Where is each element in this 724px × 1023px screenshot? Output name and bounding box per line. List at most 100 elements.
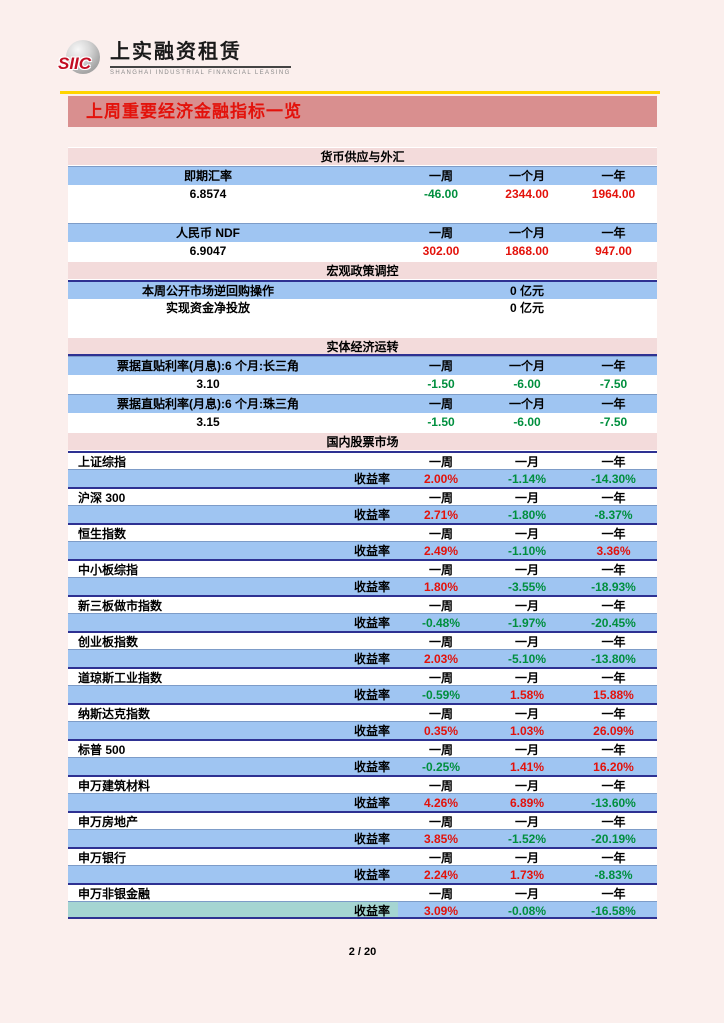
- change-value: 4.26%: [423, 796, 459, 810]
- change-value: 2.00%: [423, 472, 459, 486]
- period-column-header: 一月: [514, 527, 539, 541]
- change-value: 3.85%: [423, 832, 459, 846]
- change-value: -13.60%: [591, 796, 636, 810]
- spacer: [68, 318, 657, 337]
- period-column-header: 一月: [514, 707, 539, 721]
- policy-value: 0 亿元: [509, 301, 544, 315]
- stock-index-name: 新三板做市指数: [78, 599, 163, 613]
- change-value: -5.10%: [507, 652, 547, 666]
- stock-index-name: 申万非银金融: [78, 887, 151, 901]
- change-value: 0.35%: [423, 724, 459, 738]
- period-column-header: 一月: [514, 455, 539, 469]
- period-column-header: 一年: [601, 455, 626, 469]
- stock-index-header-row: 申万房地产 一周 一月 一年: [68, 811, 657, 829]
- yield-metric-label: 收益率: [353, 544, 390, 558]
- policy-label: 本周公开市场逆回购操作: [141, 284, 274, 298]
- stock-index-name: 申万房地产: [78, 815, 139, 829]
- stock-yield-row: 收益率 2.71% -1.80% -8.37%: [68, 505, 657, 523]
- change-value: -13.80%: [591, 652, 636, 666]
- indicator-header-row: 票据直贴利率(月息):6 个月:珠三角 一周 一个月 一年: [68, 394, 657, 413]
- change-value: -20.45%: [591, 616, 636, 630]
- spacer: [68, 204, 657, 223]
- indicator-current-value: 3.15: [196, 415, 220, 429]
- change-value: -1.14%: [507, 472, 547, 486]
- yield-metric-label: 收益率: [353, 796, 390, 810]
- period-column-header: 一月: [514, 851, 539, 865]
- change-value: 1.73%: [509, 868, 545, 882]
- change-value: 3.36%: [596, 544, 631, 558]
- yield-metric-label: 收益率: [353, 616, 390, 630]
- change-value: -1.52%: [507, 832, 547, 846]
- yield-metric-label: 收益率: [353, 760, 390, 774]
- period-column-header: 一个月: [508, 169, 545, 183]
- change-value: 1.41%: [509, 760, 545, 774]
- indicator-header-row: 即期汇率 一周 一个月 一年: [68, 166, 657, 185]
- change-value: 1868.00: [505, 244, 549, 258]
- stock-market-rows: 上证综指 一周 一月 一年 收益率 2.00% -1.14% -14.30% 沪深 300 一…: [68, 451, 657, 919]
- period-column-header: 一月: [514, 743, 539, 757]
- period-column-header: 一年: [601, 563, 626, 577]
- indicator-value-row: 6.8574 -46.00 2344.00 1964.00: [68, 185, 657, 204]
- stock-index-header-row: 沪深 300 一周 一月 一年: [68, 487, 657, 505]
- stock-index-header-row: 新三板做市指数 一周 一月 一年: [68, 595, 657, 613]
- period-column-header: 一周: [428, 851, 453, 865]
- period-column-header: 一周: [428, 397, 453, 411]
- period-column-header: 一年: [601, 397, 626, 411]
- period-column-header: 一周: [428, 527, 453, 541]
- yield-metric-label: 收益率: [353, 724, 390, 738]
- stock-yield-row: 收益率 2.49% -1.10% 3.36%: [68, 541, 657, 559]
- siic-wordmark: SIIC: [58, 54, 92, 73]
- period-column-header: 一周: [428, 887, 453, 901]
- change-value: -8.37%: [594, 508, 633, 522]
- change-value: 2.24%: [423, 868, 459, 882]
- period-column-header: 一周: [428, 491, 453, 505]
- indicator-tables: 货币供应与外汇 即期汇率 一周 一个月 一年 6.8574 -46.00 2344.00 1…: [68, 147, 657, 919]
- real-economy-tables: 票据直贴利率(月息):6 个月:长三角 一周 一个月 一年 3.10 -1.50 -6.0…: [68, 356, 657, 432]
- macro-policy-row: 本周公开市场逆回购操作 0 亿元: [68, 280, 657, 299]
- period-column-header: 一周: [428, 779, 453, 793]
- change-value: -0.08%: [507, 904, 547, 917]
- stock-yield-row: 收益率 3.85% -1.52% -20.19%: [68, 829, 657, 847]
- period-column-header: 一周: [428, 359, 453, 373]
- stock-yield-row: 收益率 -0.59% 1.58% 15.88%: [68, 685, 657, 703]
- period-column-header: 一个月: [508, 359, 545, 373]
- stock-index-name: 上证综指: [78, 455, 127, 469]
- stock-index-header-row: 申万银行 一周 一月 一年: [68, 847, 657, 865]
- change-value: -1.80%: [507, 508, 547, 522]
- stock-yield-row: 收益率 3.09% -0.08% -16.58%: [68, 901, 657, 919]
- period-column-header: 一月: [514, 599, 539, 613]
- stock-yield-row: 收益率 0.35% 1.03% 26.09%: [68, 721, 657, 739]
- indicator-name: 即期汇率: [183, 169, 232, 183]
- indicator-current-value: 6.8574: [189, 187, 227, 201]
- stock-index-header-row: 中小板综指 一周 一月 一年: [68, 559, 657, 577]
- stock-index-header-row: 恒生指数 一周 一月 一年: [68, 523, 657, 541]
- yield-metric-label: 收益率: [68, 902, 398, 917]
- macro-policy-rows: 本周公开市场逆回购操作 0 亿元 实现资金净投放 0 亿元: [68, 280, 657, 318]
- change-value: 302.00: [422, 244, 460, 258]
- change-value: -0.59%: [421, 688, 461, 702]
- indicator-value-row: 3.15 -1.50 -6.00 -7.50: [68, 413, 657, 432]
- siic-globe-icon: SIIC: [58, 40, 102, 76]
- period-column-header: 一年: [601, 491, 626, 505]
- indicator-name: 票据直贴利率(月息):6 个月:长三角: [117, 359, 299, 373]
- money-fx-tables: 即期汇率 一周 一个月 一年 6.8574 -46.00 2344.00 1964.00 人…: [68, 166, 657, 261]
- change-value: -7.50: [599, 415, 628, 429]
- change-value: -1.50: [427, 377, 455, 391]
- period-column-header: 一周: [428, 743, 453, 757]
- stock-index-name: 申万建筑材料: [78, 779, 151, 793]
- policy-label: 实现资金净投放: [165, 301, 250, 315]
- yield-metric-label: 收益率: [353, 868, 390, 882]
- stock-index-name: 沪深 300: [78, 491, 126, 505]
- change-value: 6.89%: [509, 796, 545, 810]
- change-value: 2.49%: [423, 544, 459, 558]
- policy-value: 0 亿元: [509, 284, 544, 298]
- yield-metric-label: 收益率: [353, 688, 390, 702]
- period-column-header: 一周: [428, 815, 453, 829]
- stock-index-header-row: 申万建筑材料 一周 一月 一年: [68, 775, 657, 793]
- period-column-header: 一年: [601, 887, 626, 901]
- period-column-header: 一年: [601, 527, 626, 541]
- period-column-header: 一周: [428, 226, 453, 240]
- indicator-header-row: 人民币 NDF 一周 一个月 一年: [68, 223, 657, 242]
- yield-metric-label: 收益率: [353, 652, 390, 666]
